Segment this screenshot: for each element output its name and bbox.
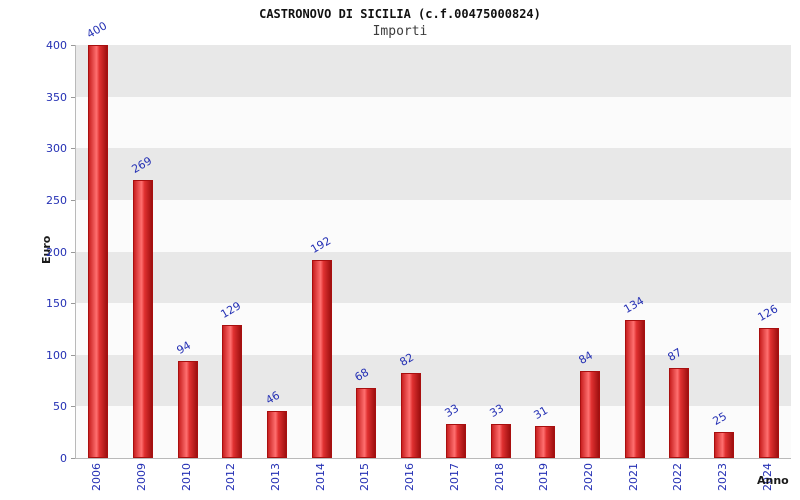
grid-band <box>76 45 791 97</box>
bar <box>669 368 690 458</box>
x-axis-title: Anno <box>757 474 789 487</box>
grid-band <box>76 148 791 200</box>
y-tick-mark <box>71 458 75 459</box>
chart-title: CASTRONOVO DI SICILIA (c.f.00475000824) <box>259 7 541 21</box>
x-tick-label: 2020 <box>581 463 595 491</box>
bar <box>490 423 511 458</box>
bar <box>713 432 734 458</box>
x-tick-label: 2023 <box>715 463 729 491</box>
chart-subtitle: Importi <box>372 24 428 39</box>
y-tick-label: 400 <box>46 39 67 52</box>
bar <box>177 360 198 458</box>
y-tick-label: 0 <box>60 452 67 465</box>
y-tick-label: 350 <box>46 90 67 104</box>
x-tick-label: 2021 <box>626 463 640 491</box>
x-tick-label: 2019 <box>537 463 551 491</box>
bar <box>624 319 645 458</box>
grid-band <box>76 251 791 304</box>
x-tick-label: 2022 <box>671 463 685 491</box>
y-tick-mark <box>71 406 75 408</box>
x-tick-label: 2018 <box>492 463 506 491</box>
y-tick-mark <box>71 251 75 253</box>
grid-band <box>76 96 791 149</box>
bar <box>222 324 243 458</box>
y-tick-mark <box>71 96 75 98</box>
y-tick-mark <box>71 303 75 305</box>
bar <box>133 180 154 458</box>
y-tick-label: 100 <box>46 348 67 362</box>
y-tick-mark <box>71 354 75 356</box>
y-tick-label: 250 <box>46 193 67 207</box>
bar <box>535 425 556 458</box>
x-tick-label: 2013 <box>269 463 283 491</box>
x-tick-label: 2009 <box>135 463 149 491</box>
x-tick-label: 2006 <box>90 463 104 491</box>
y-tick-label: 150 <box>46 297 67 311</box>
x-tick-label: 2017 <box>447 463 461 491</box>
y-tick-mark <box>71 45 75 46</box>
bar <box>445 423 466 458</box>
y-tick-mark <box>71 148 75 150</box>
x-tick-label: 2016 <box>403 463 417 491</box>
y-tick-mark <box>71 199 75 201</box>
bar <box>356 387 377 458</box>
x-tick-label: 2012 <box>224 463 238 491</box>
grid-band <box>76 199 791 252</box>
bar <box>579 371 600 458</box>
bar <box>758 327 779 458</box>
plot-area: 400 2006 269 2009 94 2010 129 2012 46 2013 192 2014… <box>75 19 791 491</box>
y-tick-label: 200 <box>46 245 67 259</box>
x-tick-label: 2010 <box>179 463 193 491</box>
y-tick-label: 300 <box>46 142 67 156</box>
bar <box>267 410 288 458</box>
bar <box>88 45 109 458</box>
x-tick-label: 2015 <box>358 463 372 491</box>
x-tick-label: 2014 <box>313 463 327 491</box>
y-tick-label: 50 <box>53 400 67 414</box>
grid-band <box>76 303 791 355</box>
bar <box>401 373 422 458</box>
bar <box>311 259 332 458</box>
